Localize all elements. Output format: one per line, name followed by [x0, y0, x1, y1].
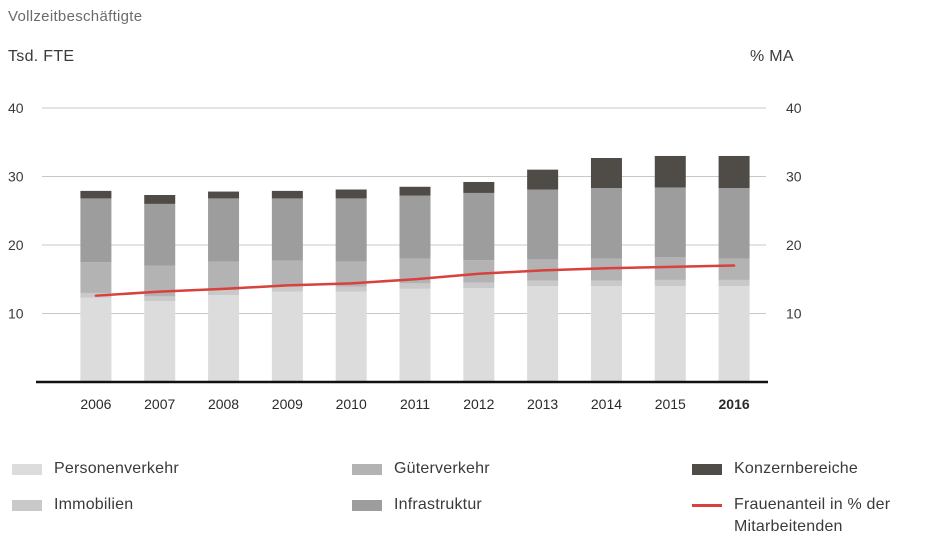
bar-infrastruktur-2014 — [590, 188, 622, 259]
bar-gueterverkehr-2009 — [271, 260, 303, 287]
legend-swatch-gueterverkehr — [352, 464, 382, 475]
x-tick-2015: 2015 — [655, 396, 686, 412]
legend-label-konzernbereiche: Konzernbereiche — [734, 460, 858, 477]
legend-item-immobilien: Immobilien — [12, 494, 133, 516]
bar-konzernbereiche-2013 — [527, 169, 559, 190]
chart-title: Vollzeitbeschäftigte — [8, 8, 143, 25]
bar-personenverkehr-2012 — [463, 288, 495, 382]
x-tick-2008: 2008 — [208, 396, 239, 412]
bar-immobilien-2011 — [399, 283, 431, 289]
x-tick-2014: 2014 — [591, 396, 622, 412]
bar-immobilien-2014 — [590, 280, 622, 287]
legend-swatch-personenverkehr — [12, 464, 42, 475]
legend-swatch-frauenanteil — [692, 504, 722, 507]
bar-personenverkehr-2008 — [208, 295, 240, 382]
legend-label-personenverkehr: Personenverkehr — [54, 460, 179, 477]
bar-gueterverkehr-2008 — [208, 261, 240, 291]
legend-swatch-konzernbereiche — [692, 464, 722, 475]
x-tick-2010: 2010 — [336, 396, 367, 412]
legend-label-infrastruktur: Infrastruktur — [394, 496, 482, 513]
bar-gueterverkehr-2014 — [590, 258, 622, 281]
bar-immobilien-2016 — [718, 279, 750, 287]
legend-label-frauenanteil: Frauenanteil in % der Mitarbeitenden — [734, 496, 891, 535]
bar-konzernbereiche-2010 — [335, 189, 367, 199]
bar-immobilien-2009 — [271, 286, 303, 292]
y-tick-right-10: 10 — [786, 306, 802, 322]
bar-personenverkehr-2010 — [335, 291, 367, 382]
bar-immobilien-2010 — [335, 286, 367, 292]
legend-item-konzernbereiche: Konzernbereiche — [692, 458, 858, 480]
bar-konzernbereiche-2015 — [654, 155, 686, 188]
y-tick-left-40: 40 — [8, 100, 24, 116]
y-tick-right-30: 30 — [786, 169, 802, 185]
x-tick-2013: 2013 — [527, 396, 558, 412]
bar-konzernbereiche-2008 — [208, 191, 240, 199]
bar-personenverkehr-2016 — [718, 286, 750, 382]
legend-item-infrastruktur: Infrastruktur — [352, 494, 482, 516]
bar-infrastruktur-2013 — [527, 189, 559, 260]
bar-gueterverkehr-2016 — [718, 258, 750, 280]
bar-infrastruktur-2009 — [271, 198, 303, 261]
bar-immobilien-2008 — [208, 290, 240, 296]
bar-konzernbereiche-2011 — [399, 186, 431, 196]
bar-konzernbereiche-2006 — [80, 190, 112, 199]
bar-infrastruktur-2008 — [208, 198, 240, 262]
y-tick-left-30: 30 — [8, 169, 24, 185]
x-tick-2011: 2011 — [400, 396, 430, 412]
bar-personenverkehr-2007 — [144, 301, 176, 382]
bar-konzernbereiche-2016 — [718, 155, 750, 189]
legend-label-immobilien: Immobilien — [54, 496, 134, 513]
left-axis-unit: Tsd. FTE — [8, 48, 75, 65]
bar-konzernbereiche-2012 — [463, 181, 495, 193]
bar-personenverkehr-2014 — [590, 286, 622, 382]
bar-immobilien-2007 — [144, 296, 176, 302]
legend-item-gueterverkehr: Güterverkehr — [352, 458, 490, 480]
legend-label-gueterverkehr: Güterverkehr — [394, 460, 490, 477]
x-tick-2016: 2016 — [719, 396, 750, 412]
stacked-bar-chart: 10 20 30 40 10 20 30 40 2006 2007 2008 2009 2010 2011… — [8, 100, 802, 412]
bar-gueterverkehr-2012 — [463, 260, 495, 283]
bar-personenverkehr-2009 — [271, 291, 303, 382]
bar-personenverkehr-2013 — [527, 286, 559, 382]
bar-infrastruktur-2015 — [654, 187, 686, 258]
legend-swatch-immobilien — [12, 500, 42, 511]
bar-immobilien-2015 — [654, 279, 686, 287]
y-tick-right-40: 40 — [786, 100, 802, 116]
y-tick-right-20: 20 — [786, 237, 802, 253]
chart-legend: Personenverkehr Güterverkehr Konzernbere… — [0, 448, 926, 541]
bar-gueterverkehr-2015 — [654, 257, 686, 280]
x-tick-2012: 2012 — [463, 396, 494, 412]
legend-item-frauenanteil: Frauenanteil in % der Mitarbeitenden — [692, 494, 922, 538]
x-tick-2006: 2006 — [80, 396, 111, 412]
bar-konzernbereiche-2007 — [144, 194, 176, 204]
bar-infrastruktur-2007 — [144, 203, 176, 266]
legend-item-personenverkehr: Personenverkehr — [12, 458, 179, 480]
bar-personenverkehr-2015 — [654, 286, 686, 382]
bar-immobilien-2012 — [463, 282, 495, 289]
bar-infrastruktur-2011 — [399, 195, 431, 259]
bar-gueterverkehr-2006 — [80, 262, 112, 293]
bar-konzernbereiche-2014 — [590, 158, 622, 189]
x-tick-2007: 2007 — [144, 396, 175, 412]
legend-swatch-infrastruktur — [352, 500, 382, 511]
right-axis-unit: % MA — [750, 48, 794, 65]
y-tick-left-10: 10 — [8, 306, 24, 322]
bar-immobilien-2013 — [527, 280, 559, 287]
bar-konzernbereiche-2009 — [271, 190, 303, 199]
bar-infrastruktur-2012 — [463, 192, 495, 261]
bar-infrastruktur-2010 — [335, 198, 367, 262]
bar-personenverkehr-2006 — [80, 297, 112, 382]
bar-infrastruktur-2016 — [718, 188, 750, 259]
bar-infrastruktur-2006 — [80, 198, 112, 263]
y-tick-left-20: 20 — [8, 237, 24, 253]
bar-personenverkehr-2011 — [399, 288, 431, 382]
x-tick-2009: 2009 — [272, 396, 303, 412]
